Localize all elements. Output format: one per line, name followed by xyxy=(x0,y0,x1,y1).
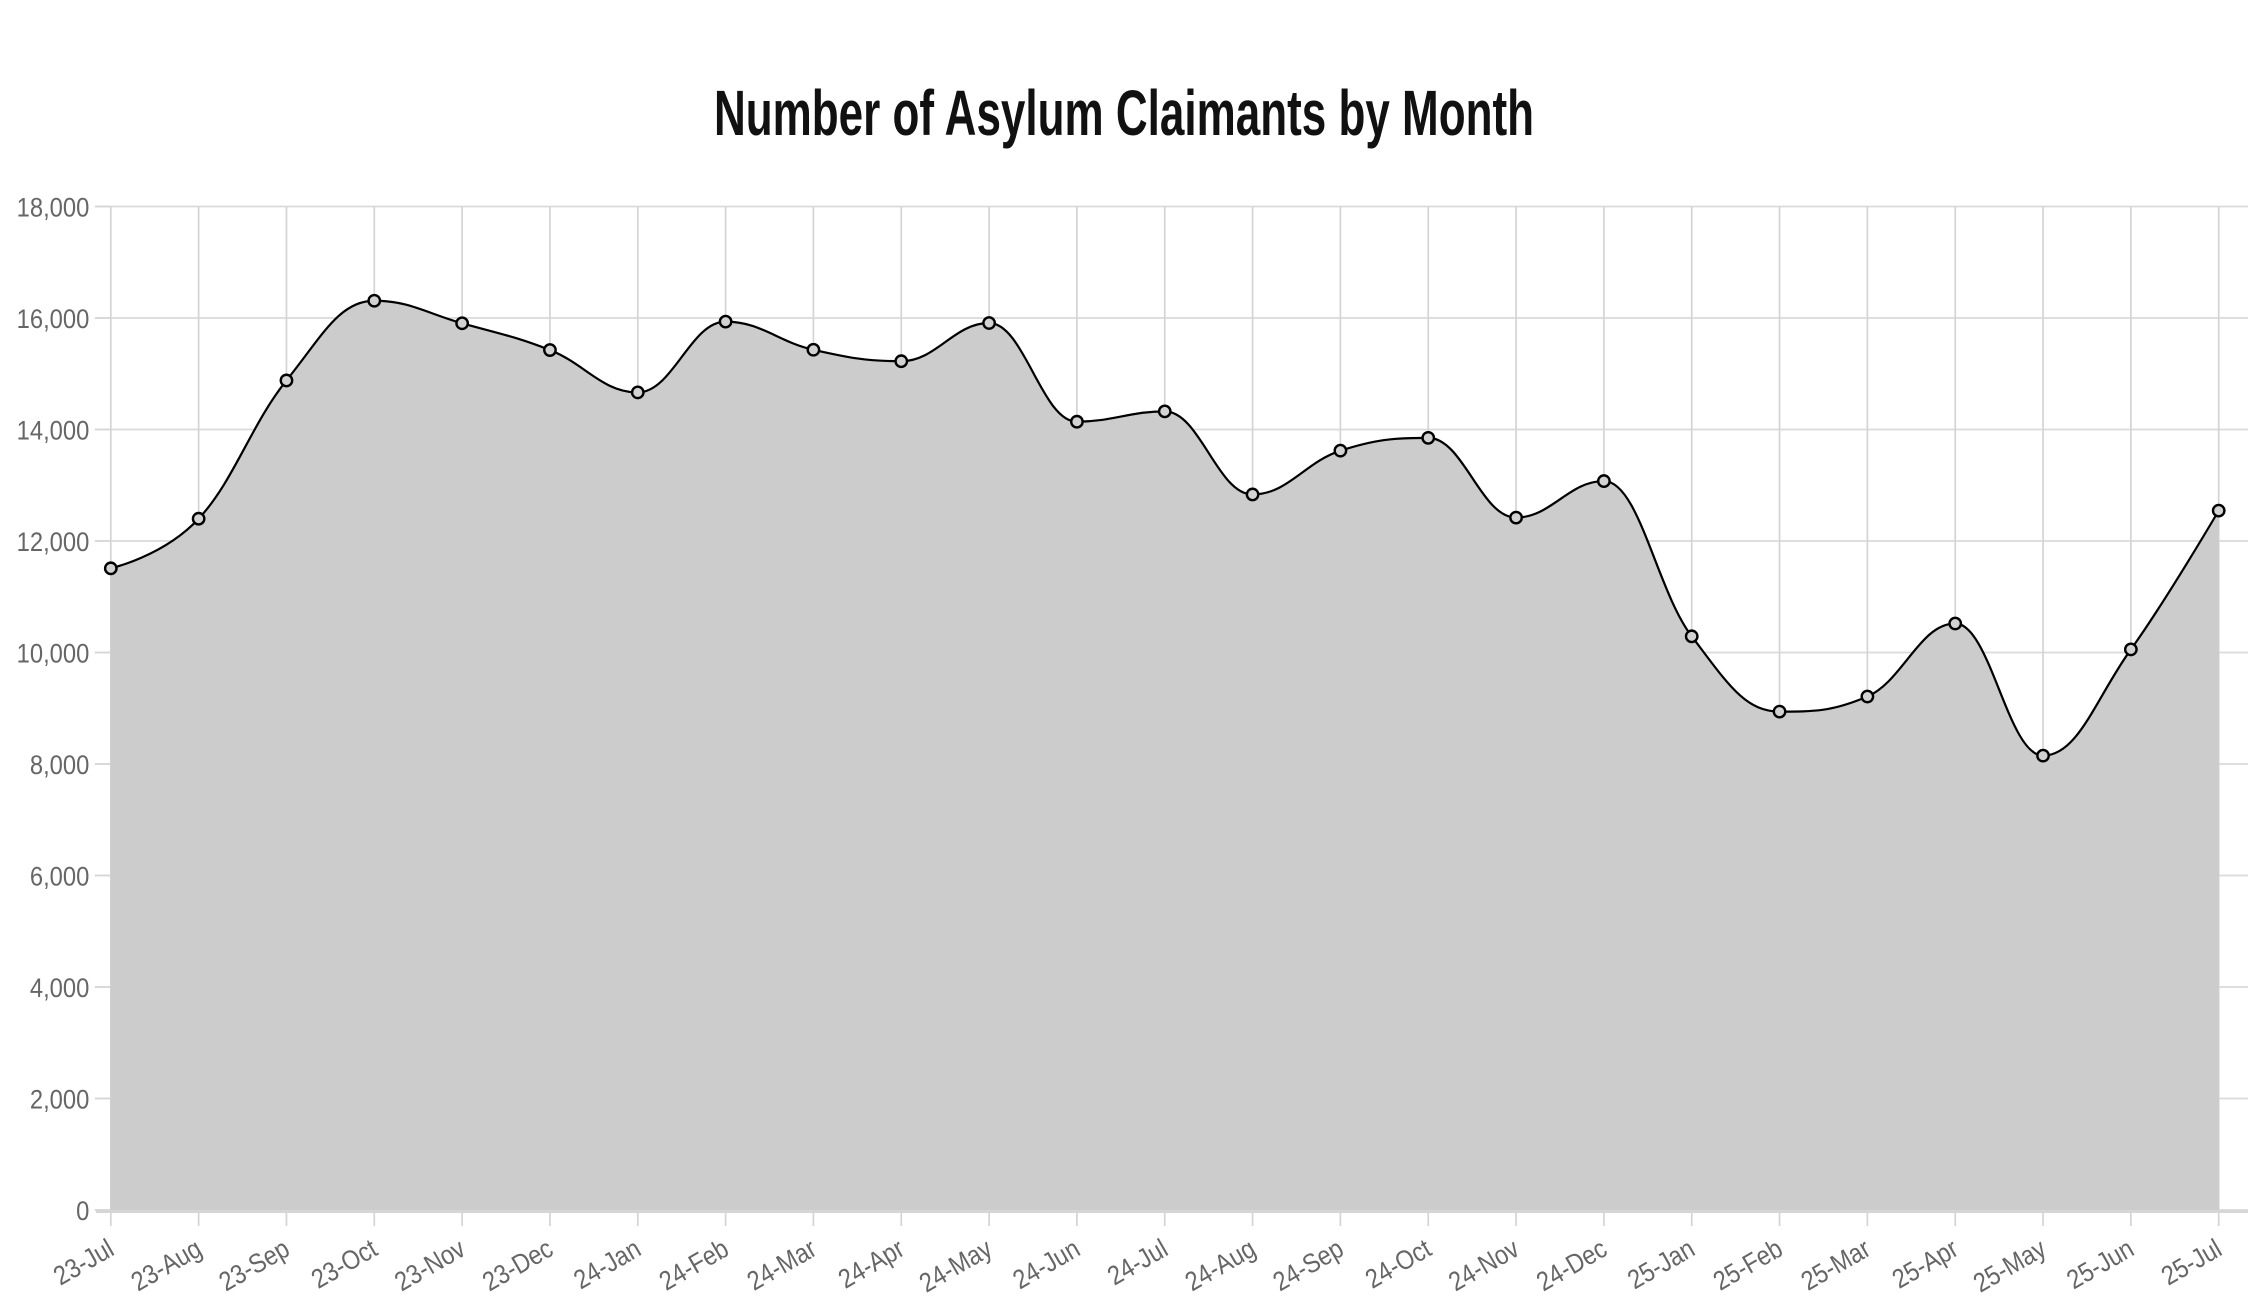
svg-text:4,000: 4,000 xyxy=(30,974,89,1004)
svg-text:23-Sep: 23-Sep xyxy=(214,1234,295,1296)
svg-text:18,000: 18,000 xyxy=(17,193,90,223)
svg-text:6,000: 6,000 xyxy=(30,862,89,892)
svg-text:24-Dec: 24-Dec xyxy=(1532,1234,1613,1296)
svg-text:23-Dec: 23-Dec xyxy=(478,1234,559,1296)
svg-text:25-Jun: 25-Jun xyxy=(2062,1234,2139,1296)
svg-text:25-May: 25-May xyxy=(1968,1234,2051,1296)
svg-text:24-Aug: 24-Aug xyxy=(1180,1234,1261,1296)
svg-text:24-Jun: 24-Jun xyxy=(1008,1234,1085,1296)
svg-text:25-Jan: 25-Jan xyxy=(1623,1234,1700,1296)
svg-text:24-Oct: 24-Oct xyxy=(1360,1234,1436,1295)
svg-text:24-Jul: 24-Jul xyxy=(1103,1234,1173,1292)
svg-text:8,000: 8,000 xyxy=(30,751,89,781)
svg-text:0: 0 xyxy=(76,1197,89,1227)
svg-text:25-Jul: 25-Jul xyxy=(2157,1234,2227,1292)
svg-text:12,000: 12,000 xyxy=(17,528,90,558)
svg-text:2,000: 2,000 xyxy=(30,1085,89,1115)
svg-text:24-Feb: 24-Feb xyxy=(654,1234,733,1296)
svg-text:25-Apr: 25-Apr xyxy=(1887,1234,1963,1295)
svg-text:10,000: 10,000 xyxy=(17,639,90,669)
svg-text:24-Mar: 24-Mar xyxy=(742,1234,821,1296)
svg-text:16,000: 16,000 xyxy=(17,305,90,335)
svg-text:23-Jul: 23-Jul xyxy=(49,1234,119,1292)
svg-text:24-Jan: 24-Jan xyxy=(569,1234,646,1296)
svg-text:23-Aug: 23-Aug xyxy=(126,1234,207,1296)
svg-text:25-Mar: 25-Mar xyxy=(1796,1234,1875,1296)
svg-text:23-Nov: 23-Nov xyxy=(390,1234,471,1296)
svg-text:23-Oct: 23-Oct xyxy=(307,1234,383,1295)
svg-text:24-Nov: 24-Nov xyxy=(1444,1234,1525,1296)
svg-text:24-Apr: 24-Apr xyxy=(833,1234,909,1295)
svg-text:25-Feb: 25-Feb xyxy=(1708,1234,1787,1296)
svg-text:14,000: 14,000 xyxy=(17,416,90,446)
svg-text:24-May: 24-May xyxy=(915,1234,998,1296)
svg-text:24-Sep: 24-Sep xyxy=(1268,1234,1349,1296)
svg-text:Number of Asylum Claimants by: Number of Asylum Claimants by Month xyxy=(714,77,1534,149)
